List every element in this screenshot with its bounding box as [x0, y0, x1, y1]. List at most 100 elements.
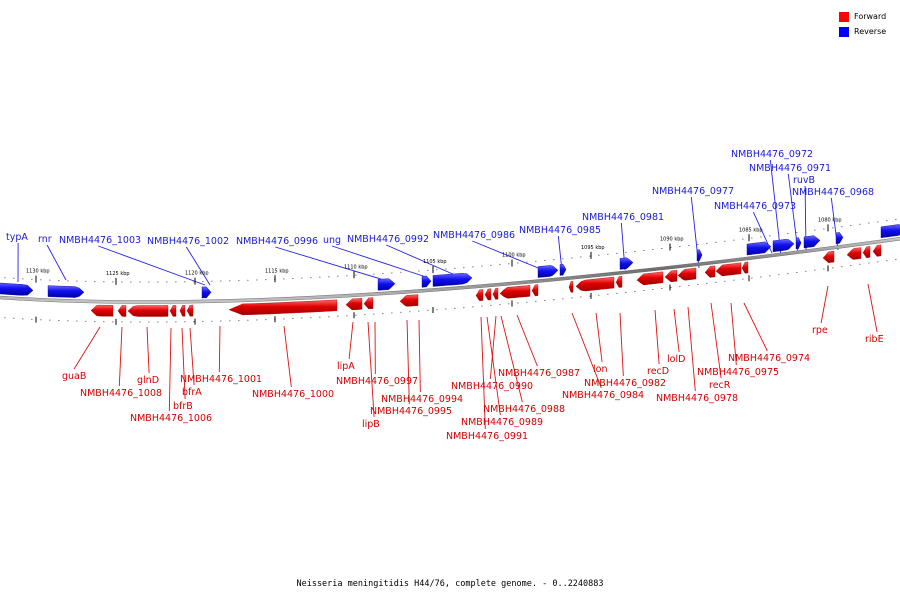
forward-gene-arrow: [822, 250, 835, 264]
scale-dot: [643, 289, 645, 291]
forward-gene-arrow: [484, 288, 492, 301]
forward-gene-label: NMBH4476_0988: [483, 404, 565, 415]
forward-swatch: [839, 11, 849, 22]
forward-gene-arrow: [499, 285, 531, 299]
scale-dot: [391, 312, 393, 314]
scale-dot: [4, 277, 6, 279]
forward-gene-arrow: [872, 244, 882, 257]
forward-gene-label: NMBH4476_0974: [728, 353, 810, 364]
scale-dot: [310, 317, 312, 319]
scale-dot: [220, 280, 222, 282]
scale-tick-label: 1130 kbp: [26, 269, 50, 275]
scale-dot: [805, 230, 807, 232]
scale-dot: [724, 240, 726, 242]
scale-dot: [868, 222, 870, 224]
scale-dot: [229, 280, 231, 282]
forward-gene-leader: [743, 302, 768, 352]
scale-dot: [382, 273, 384, 275]
scale-dot: [364, 314, 366, 316]
scale-dot: [742, 278, 744, 280]
scale-dot: [517, 262, 519, 264]
scale-dot: [490, 304, 492, 306]
legend-item-forward: Forward: [839, 9, 886, 24]
reverse-gene-arrow: [47, 285, 85, 298]
scale-dot: [49, 279, 51, 281]
scale-dot: [832, 227, 834, 229]
scale-dot: [535, 300, 537, 302]
scale-dot: [607, 253, 609, 255]
scale-dot: [841, 226, 843, 228]
scale-dot: [13, 317, 15, 319]
scale-dot: [256, 279, 258, 281]
reverse-gene-leader: [472, 240, 549, 273]
forward-gene-label: NMBH4476_0990: [451, 381, 533, 392]
scale-dot: [211, 320, 213, 322]
forward-gene-label: lon: [593, 364, 607, 375]
forward-gene-arrow: [228, 299, 338, 316]
scale-dot: [598, 254, 600, 256]
legend-label-forward: Forward: [854, 12, 887, 21]
forward-gene-leader: [619, 312, 624, 377]
scale-dot: [796, 271, 798, 273]
forward-gene-leader: [189, 327, 195, 386]
reverse-gene-arrow: [696, 249, 703, 262]
reverse-gene-leader: [185, 246, 211, 286]
scale-dot: [175, 321, 177, 323]
scale-dot: [697, 243, 699, 245]
reverse-gene-label: NMBH4476_0972: [731, 149, 813, 160]
reverse-gene-label: NMBH4476_0992: [347, 234, 429, 245]
scale-dot: [625, 251, 627, 253]
scale-dot: [103, 281, 105, 283]
scale-dot: [202, 280, 204, 282]
reverse-gene-label: NMBH4476_0996: [236, 236, 318, 247]
scale-dot: [625, 291, 627, 293]
reverse-gene-arrow: [619, 257, 634, 270]
scale-dot: [562, 258, 564, 260]
scale-dot: [67, 280, 69, 282]
reverse-gene-label: NMBH4476_0968: [792, 187, 874, 198]
scale-dot: [328, 276, 330, 278]
scale-dot: [283, 278, 285, 280]
scale-dot: [391, 272, 393, 274]
scale-dot: [400, 271, 402, 273]
scale-tick-label: 1085 kbp: [739, 227, 763, 233]
scale-dot: [265, 319, 267, 321]
scale-dot: [571, 297, 573, 299]
scale-dot: [355, 314, 357, 316]
scale-dot: [616, 292, 618, 294]
forward-gene-label: guaB: [62, 371, 86, 382]
scale-dot: [292, 318, 294, 320]
scale-dot: [715, 281, 717, 283]
reverse-gene-label: NMBH4476_0973: [714, 201, 796, 212]
scale-dot: [112, 321, 114, 323]
reverse-gene-label: NMBH4476_0981: [582, 212, 664, 223]
scale-tick-label: 1125 kbp: [106, 271, 130, 277]
scale-dot: [211, 280, 213, 282]
scale-dot: [292, 278, 294, 280]
scale-dot: [427, 269, 429, 271]
forward-gene-arrow: [363, 297, 374, 310]
forward-gene-leader: [867, 283, 878, 333]
scale-dot: [58, 320, 60, 322]
scale-dot: [409, 311, 411, 313]
reverse-gene-arrow: [803, 235, 821, 249]
scale-dot: [373, 313, 375, 315]
forward-gene-leader: [516, 314, 538, 367]
scale-dot: [895, 218, 897, 220]
reverse-gene-label: NMBH4476_0977: [652, 186, 734, 197]
reverse-gene-arrow: [0, 282, 34, 296]
scale-dot: [184, 281, 186, 283]
reverse-gene-label: NMBH4476_0985: [519, 225, 601, 236]
scale-dot: [769, 235, 771, 237]
scale-dot: [463, 267, 465, 269]
scale-dot: [148, 321, 150, 323]
scale-dot: [598, 294, 600, 296]
forward-gene-leader: [710, 302, 722, 379]
genome-caption: Neisseria meningitidis H44/76, complete …: [296, 579, 604, 589]
scale-dot: [643, 249, 645, 251]
scale-tick-label: 1110 kbp: [344, 264, 368, 270]
scale-dot: [418, 310, 420, 312]
legend-item-reverse: Reverse: [839, 24, 886, 39]
forward-gene-arrow: [704, 265, 716, 278]
reverse-gene-label: NMBH4476_1002: [147, 236, 229, 247]
